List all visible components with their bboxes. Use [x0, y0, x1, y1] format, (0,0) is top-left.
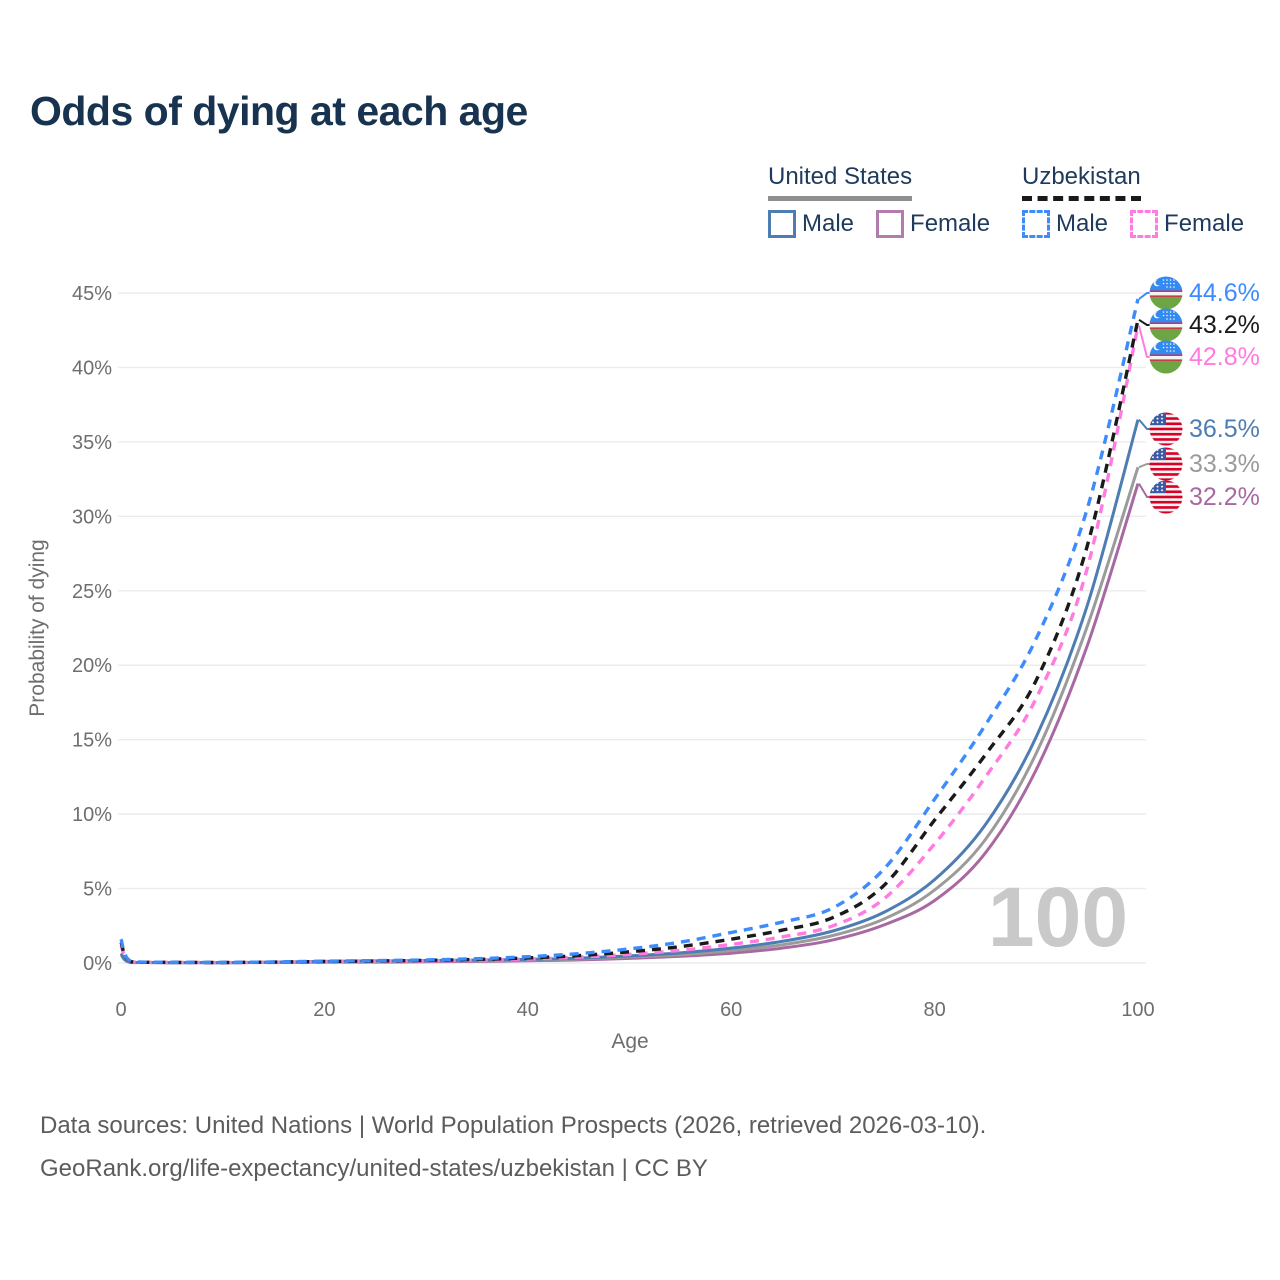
- us-flag-icon: [1149, 412, 1183, 446]
- legend-item-uz-male[interactable]: Male: [1022, 210, 1108, 238]
- series-uz_female[interactable]: [119, 325, 1140, 965]
- gridlines: [118, 292, 1146, 964]
- end-value-uzbekistan-male: 44.6%: [1189, 278, 1260, 307]
- end-value-uzbekistan-female: 42.8%: [1189, 342, 1260, 371]
- series-us_male[interactable]: [119, 419, 1140, 965]
- end-value-us-male: 36.5%: [1189, 414, 1260, 443]
- end-label-uzbekistan-both[interactable]: 43.2%: [1149, 308, 1260, 342]
- legend-group-uzbekistan: Uzbekistan Male Female: [1022, 163, 1244, 238]
- end-label-uzbekistan-male[interactable]: 44.6%: [1149, 276, 1260, 310]
- end-label-us-female[interactable]: 32.2%: [1149, 480, 1260, 514]
- legend-country-uzbekistan[interactable]: Uzbekistan: [1022, 163, 1141, 201]
- svg-text:80: 80: [923, 999, 945, 1021]
- svg-text:35%: 35%: [72, 432, 112, 454]
- series-uz_male[interactable]: [119, 298, 1140, 965]
- uzbekistan-flag-icon: [1149, 340, 1183, 374]
- end-label-uzbekistan-female[interactable]: 42.8%: [1149, 340, 1260, 374]
- svg-text:100: 100: [1121, 999, 1154, 1021]
- legend-row-uzbekistan: Male Female: [1022, 210, 1244, 238]
- x-axis-ticks: 0 20 40 60 80 100: [115, 999, 1154, 1021]
- uzbekistan-flag-icon: [1149, 308, 1183, 342]
- uz-male-swatch-icon: [1022, 210, 1050, 238]
- end-value-uzbekistan-both: 43.2%: [1189, 310, 1260, 339]
- svg-text:45%: 45%: [72, 283, 112, 305]
- footer-data-sources: Data sources: United Nations | World Pop…: [40, 1112, 987, 1139]
- svg-text:40: 40: [517, 999, 539, 1021]
- us-female-swatch-icon: [876, 210, 905, 238]
- svg-text:25%: 25%: [72, 581, 112, 603]
- svg-text:0%: 0%: [83, 953, 112, 975]
- legend-group-united-states: United States Male Female: [768, 163, 990, 238]
- svg-text:20%: 20%: [72, 655, 112, 677]
- y-axis-ticks: 45% 40% 35% 30% 25% 20% 15% 10% 5% 0%: [72, 283, 112, 975]
- end-value-us-female: 32.2%: [1189, 482, 1260, 511]
- uz-female-swatch-icon: [1130, 210, 1159, 238]
- svg-text:0: 0: [115, 999, 126, 1021]
- svg-text:40%: 40%: [72, 357, 112, 379]
- legend-label-us-female: Female: [910, 210, 991, 237]
- svg-text:5%: 5%: [83, 879, 112, 901]
- x-axis-title: Age: [611, 1030, 648, 1053]
- us-flag-icon: [1149, 447, 1183, 481]
- legend-row-united-states: Male Female: [768, 210, 990, 238]
- svg-text:60: 60: [720, 999, 742, 1021]
- page-title: Odds of dying at each age: [30, 88, 528, 134]
- line-chart[interactable]: 45% 40% 35% 30% 25% 20% 15% 10% 5% 0% 0 20 40 60 80 100…: [0, 0, 1280, 1080]
- legend-item-us-male[interactable]: Male: [768, 210, 854, 238]
- us-male-swatch-icon: [768, 210, 796, 238]
- end-label-us-male[interactable]: 36.5%: [1149, 412, 1260, 446]
- series-us_female[interactable]: [119, 483, 1140, 965]
- footer: Data sources: United Nations | World Pop…: [40, 1105, 986, 1190]
- footer-attribution-link: GeoRank.org/life-expectancy/united-state…: [40, 1154, 708, 1182]
- legend-label-uz-male: Male: [1056, 210, 1109, 237]
- us-flag-icon: [1149, 480, 1183, 514]
- svg-text:10%: 10%: [72, 804, 112, 826]
- series-uz_both[interactable]: [119, 319, 1140, 965]
- legend-label-uz-female: Female: [1164, 210, 1245, 237]
- series-lines: [119, 298, 1140, 965]
- age-watermark: 100: [988, 870, 1128, 964]
- legend-label-us-male: Male: [802, 210, 855, 237]
- end-value-us-both: 33.3%: [1189, 449, 1260, 478]
- uzbekistan-flag-icon: [1149, 276, 1183, 310]
- y-axis-title: Probability of dying: [26, 539, 49, 716]
- svg-text:30%: 30%: [72, 506, 112, 528]
- svg-text:15%: 15%: [72, 730, 112, 752]
- end-label-us-both[interactable]: 33.3%: [1149, 447, 1260, 481]
- legend-item-us-female[interactable]: Female: [876, 210, 990, 238]
- legend-country-united-states[interactable]: United States: [768, 163, 913, 201]
- svg-text:20: 20: [313, 999, 335, 1021]
- legend-item-uz-female[interactable]: Female: [1130, 210, 1244, 238]
